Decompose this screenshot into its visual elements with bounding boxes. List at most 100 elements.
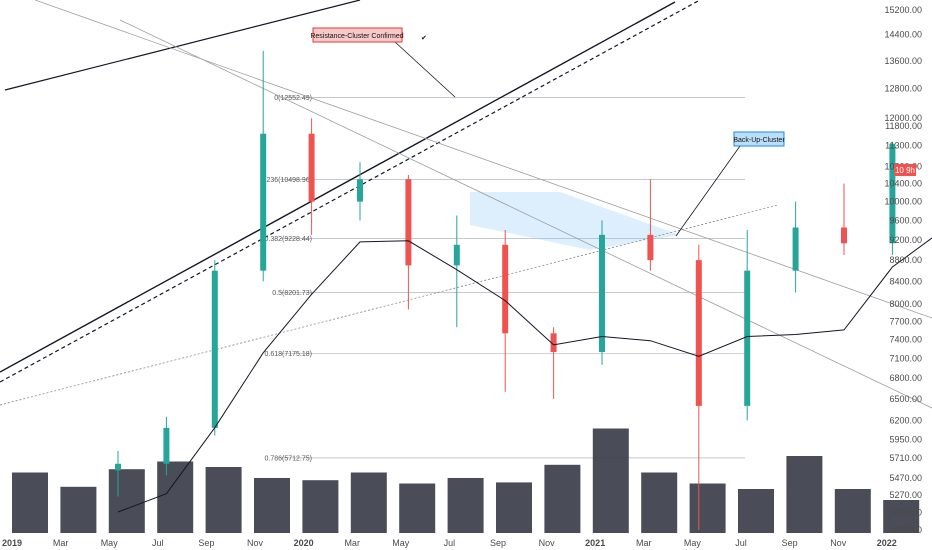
price-tick-label: 5070.00 xyxy=(889,508,922,518)
price-tick-label: 11300.00 xyxy=(885,141,922,151)
volume-bar xyxy=(738,489,774,533)
volume-bar xyxy=(108,469,145,533)
fib-level-label: 0.5(8201.73) xyxy=(272,290,312,297)
support-callout-box xyxy=(733,131,785,147)
time-tick-label: Jul xyxy=(152,538,164,548)
candle-body xyxy=(550,333,557,352)
volume-bar xyxy=(12,472,48,533)
trend-line-solid xyxy=(0,1,676,373)
price-tick-label: 5710.00 xyxy=(889,453,922,463)
fib-level-label: 0.236(10498.96) xyxy=(261,177,312,184)
time-tick-label: Nov xyxy=(539,538,556,548)
fib-level-label: 0(12552.49) xyxy=(274,95,312,102)
candle-body xyxy=(647,234,654,261)
price-tick-label: 12000.00 xyxy=(884,113,922,123)
current-price-badge xyxy=(894,164,916,176)
candle-body xyxy=(889,143,896,244)
candles xyxy=(115,50,896,530)
callout-pointer-support xyxy=(675,145,741,237)
current-price-label: 10 9h xyxy=(894,164,916,176)
price-tick-label: 7700.00 xyxy=(889,316,922,326)
time-axis: 2019 Mar May Jul Sep Nov 2020 Mar May Jul Sep Nov 20… xyxy=(2,538,897,548)
price-tick-label: 5270.00 xyxy=(889,490,922,500)
price-tick-label: 11800.00 xyxy=(885,121,922,131)
volume-bar xyxy=(641,472,678,533)
volume-bar xyxy=(157,461,194,533)
price-tick-label: 5950.00 xyxy=(889,434,922,444)
descending-line-2 xyxy=(119,19,932,409)
time-tick-label: Sep xyxy=(198,538,214,548)
time-tick-label: May xyxy=(684,538,702,548)
moving-average xyxy=(117,237,932,513)
resistance-callout[interactable]: Resistance-Cluster Confirmed xyxy=(310,27,404,43)
price-tick-label: 9600.00 xyxy=(889,215,922,225)
checkmark-icon: ✔ xyxy=(421,35,427,42)
price-tick-label: 5470.00 xyxy=(889,473,922,483)
time-tick-label: Mar xyxy=(53,538,69,548)
price-tick-label: 8000.00 xyxy=(889,299,922,309)
time-tick-label: Nov xyxy=(830,538,847,548)
candle-body xyxy=(695,260,702,406)
candle-body xyxy=(308,133,315,202)
volume-bar xyxy=(544,464,581,533)
resistance-callout-box xyxy=(312,27,403,43)
trend-line-top xyxy=(4,0,361,91)
price-tick-label: 6800.00 xyxy=(889,373,922,383)
trend-lines xyxy=(0,0,932,409)
current-price-text: 10 9h xyxy=(895,166,915,175)
fib-level-label: 0.786(5712.75) xyxy=(265,455,312,462)
time-tick-label: May xyxy=(101,538,119,548)
price-tick-label: 13600.00 xyxy=(884,56,922,66)
price-tick-label: 10400.00 xyxy=(884,179,922,189)
candle-body xyxy=(163,427,170,464)
volume-bar xyxy=(302,480,339,533)
descending-line-1 xyxy=(34,0,932,319)
volume-bar xyxy=(689,483,726,533)
time-tick-label: 2022 xyxy=(877,538,897,548)
volume-bars xyxy=(12,428,920,533)
cluster-zone-fill xyxy=(470,192,680,250)
volume-bar xyxy=(60,486,97,533)
moving-average-line xyxy=(117,237,932,513)
price-tick-label: 10000.00 xyxy=(884,197,922,207)
candle-body xyxy=(453,244,460,266)
fib-level-label: 0.618(7175.18) xyxy=(265,351,312,358)
volume-bar xyxy=(786,456,823,533)
volume-bar xyxy=(883,500,920,533)
time-tick-label: May xyxy=(392,538,410,548)
callout-pointer-resistance xyxy=(394,41,456,98)
annotations: Resistance-Cluster Confirmed Back-Up-Clu… xyxy=(310,27,785,147)
candle-body xyxy=(115,463,121,471)
time-tick-label: Nov xyxy=(247,538,264,548)
candle-body xyxy=(502,244,509,334)
candle-body xyxy=(744,270,751,406)
volume-bar xyxy=(496,482,532,533)
price-tick-label: 15200.00 xyxy=(884,5,922,15)
price-tick-label: 6200.00 xyxy=(889,415,922,425)
time-tick-label: 2020 xyxy=(294,538,314,548)
support-callout-label: Back-Up-Cluster xyxy=(733,137,785,144)
time-tick-label: Jul xyxy=(444,538,456,548)
price-tick-label: 12800.00 xyxy=(884,84,922,94)
resistance-callout-label: Resistance-Cluster Confirmed xyxy=(310,33,403,40)
candle-body xyxy=(599,234,605,352)
price-tick-label: 7100.00 xyxy=(889,353,922,363)
price-tick-label: 8400.00 xyxy=(889,276,922,286)
back-up-cluster-zone xyxy=(470,192,680,250)
volume-bar xyxy=(350,472,387,533)
time-tick-label: Mar xyxy=(344,538,360,548)
time-tick-label: Sep xyxy=(490,538,506,548)
price-tick-label: 14400.00 xyxy=(884,30,922,40)
volume-bar xyxy=(447,478,484,533)
volume-bar xyxy=(399,483,436,533)
price-tick-label: 9200.00 xyxy=(889,235,922,245)
price-tick-label: 4880.00 xyxy=(889,525,922,535)
price-tick-label: 6500.00 xyxy=(889,394,922,404)
price-tick-label: 8800.00 xyxy=(889,255,922,265)
support-callout[interactable]: Back-Up-Cluster xyxy=(733,131,785,147)
time-tick-label: 2021 xyxy=(585,538,605,548)
candle-body xyxy=(792,227,799,271)
candle-body xyxy=(260,133,267,271)
time-tick-label: Mar xyxy=(636,538,652,548)
